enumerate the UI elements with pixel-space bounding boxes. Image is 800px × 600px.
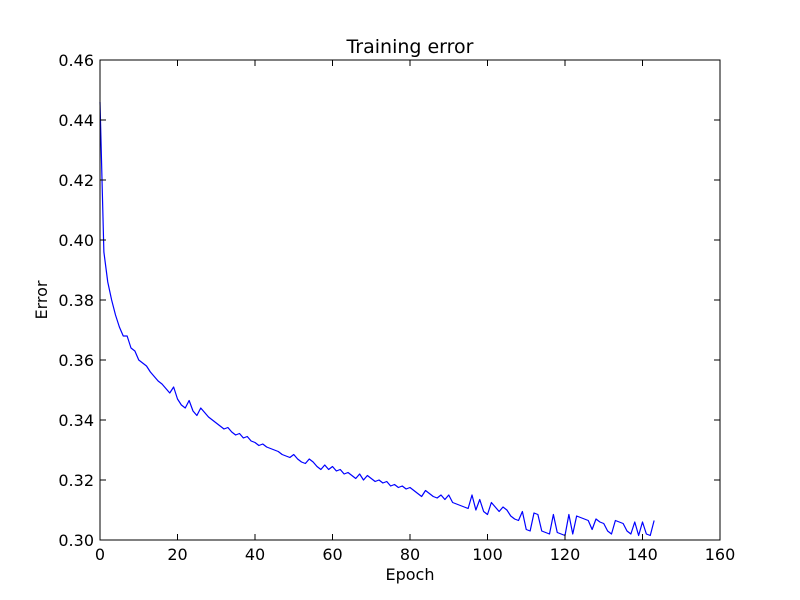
y-tick-label: 0.40 [58,231,94,250]
x-tick-label: 80 [400,545,420,564]
y-tick-label: 0.36 [58,351,94,370]
series-line-0 [99,101,655,537]
y-tick-label: 0.30 [58,531,94,550]
y-tick-label: 0.32 [58,471,94,490]
x-tick-label: 120 [550,545,581,564]
y-axis-label: Error [32,280,51,319]
y-tick-label: 0.44 [58,111,94,130]
x-tick-label: 40 [245,545,265,564]
x-tick-label: 60 [322,545,342,564]
axes-frame [99,59,721,541]
y-tick-label: 0.42 [58,171,94,190]
chart-title: Training error [345,36,473,58]
x-tick-label: 140 [627,545,658,564]
y-tick-label: 0.38 [58,291,94,310]
x-tick-label: 20 [167,545,187,564]
x-tick-label: 0 [95,545,105,564]
x-axis-label: Epoch [386,565,435,584]
y-tick-label: 0.34 [58,411,94,430]
plot-area [99,101,655,537]
x-tick-label: 160 [705,545,736,564]
axis-ticks: 0 20 40 60 80 100 120 140 160 0.30 0.32 0.34 0.36 0.3… [58,51,735,564]
y-tick-label: 0.46 [58,51,94,70]
x-tick-label: 100 [472,545,503,564]
